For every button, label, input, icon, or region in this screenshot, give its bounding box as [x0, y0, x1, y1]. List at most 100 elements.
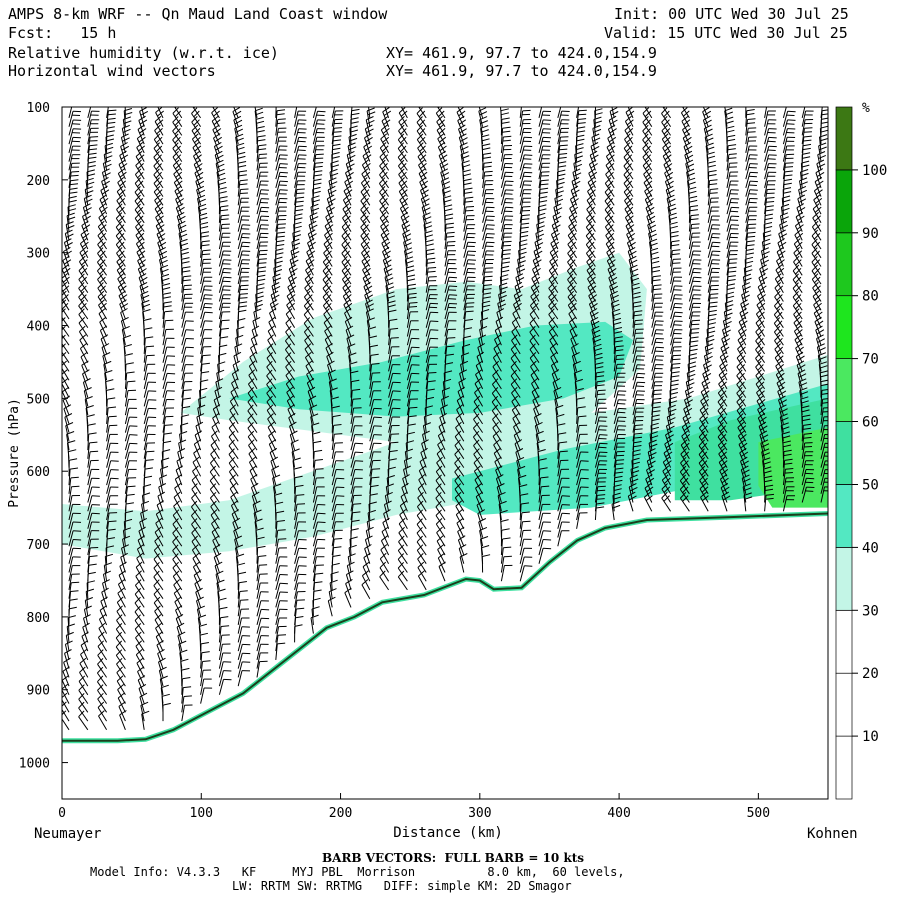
- wind-barb: [87, 161, 96, 180]
- barb-shaft: [153, 576, 164, 591]
- barb-flag: [310, 614, 319, 619]
- wind-barb: [181, 275, 192, 293]
- barb-flag: [384, 500, 392, 506]
- barb-flag: [330, 396, 339, 400]
- barb-shaft: [312, 477, 317, 494]
- barb-flag: [78, 710, 85, 718]
- barb-flag: [408, 306, 418, 308]
- wind-barb: [97, 649, 108, 669]
- barb-flag: [154, 194, 161, 201]
- wind-barb: [284, 343, 296, 363]
- barb-shaft: [135, 235, 145, 250]
- wind-barb: [218, 319, 230, 337]
- barb-flag: [118, 290, 126, 297]
- barb-shaft: [68, 154, 73, 171]
- wind-barb: [137, 124, 147, 145]
- barb-shaft: [154, 200, 164, 215]
- wind-barb: [87, 477, 100, 494]
- barb-flag: [138, 273, 147, 279]
- barb-flag: [162, 702, 171, 706]
- barb-shaft: [237, 644, 243, 661]
- wind-barb: [288, 264, 298, 285]
- barb-shaft: [117, 697, 126, 713]
- barb-flag: [364, 276, 372, 283]
- barb-flag: [158, 233, 166, 239]
- barb-shaft: [209, 497, 220, 512]
- barb-flag: [155, 163, 162, 170]
- barb-shaft: [218, 250, 224, 267]
- barb-flag: [218, 597, 227, 601]
- barb-flag: [200, 642, 209, 645]
- wind-barb: [135, 220, 145, 241]
- barb-shaft: [162, 382, 168, 398]
- barb-flag: [257, 139, 266, 142]
- barb-flag: [323, 316, 331, 324]
- barb-shaft: [275, 110, 278, 127]
- barb-flag: [223, 268, 232, 270]
- barb-flag: [234, 110, 242, 116]
- wind-barb: [117, 281, 127, 302]
- barb-shaft: [157, 107, 164, 119]
- barb-flag: [99, 241, 106, 249]
- barb-shaft: [312, 154, 317, 171]
- barb-flag: [258, 258, 267, 260]
- barb-flag: [196, 180, 205, 186]
- barb-flag: [162, 287, 171, 290]
- barb-flag: [107, 528, 116, 531]
- barb-shaft: [200, 338, 205, 355]
- barb-shaft: [425, 312, 431, 328]
- barb-shaft: [200, 670, 204, 687]
- barb-shaft: [97, 226, 108, 241]
- barb-shaft: [117, 584, 126, 599]
- barb-flag: [236, 146, 245, 151]
- barb-shaft: [143, 337, 146, 354]
- barb-shaft: [398, 121, 408, 136]
- barb-flag: [480, 536, 489, 540]
- barb-flag: [107, 397, 116, 400]
- wind-barb: [141, 299, 151, 320]
- barb-shaft: [275, 547, 280, 564]
- barb-shaft: [78, 690, 89, 704]
- barb-flag: [210, 509, 218, 516]
- barb-flag: [64, 259, 72, 265]
- barb-shaft: [400, 107, 408, 119]
- barb-flag: [342, 212, 349, 219]
- barb-flag: [175, 465, 184, 471]
- barb-flag: [382, 107, 390, 113]
- wind-barb: [155, 517, 164, 538]
- wind-barb: [96, 675, 108, 696]
- barb-flag: [297, 149, 306, 151]
- barb-flag: [483, 165, 492, 168]
- barb-flag: [145, 336, 154, 339]
- barb-shaft: [143, 416, 149, 433]
- wind-barb: [388, 381, 401, 398]
- wind-barb: [119, 561, 127, 582]
- wind-barb: [275, 642, 286, 660]
- barb-flag: [192, 544, 199, 551]
- barb-flag: [349, 125, 358, 129]
- barb-flag: [100, 334, 109, 340]
- barb-flag: [250, 474, 258, 480]
- barb-shaft: [87, 434, 90, 451]
- barb-shaft: [87, 469, 92, 486]
- barb-shaft: [397, 148, 408, 162]
- wind-barb: [218, 678, 232, 695]
- barb-flag: [120, 154, 129, 160]
- barb-flag: [351, 108, 360, 112]
- barb-flag: [379, 194, 386, 202]
- wind-barb: [398, 124, 408, 145]
- barb-flag: [179, 431, 188, 435]
- wind-barb: [218, 634, 230, 652]
- wind-barb: [211, 107, 220, 127]
- wind-barb: [406, 398, 419, 416]
- barb-shaft: [162, 364, 168, 381]
- barb-shaft: [228, 427, 239, 442]
- wind-barb: [331, 504, 345, 521]
- barb-shaft: [68, 119, 74, 136]
- wind-barb: [68, 581, 80, 599]
- barb-flag: [136, 198, 144, 205]
- barb-flag: [400, 211, 408, 218]
- barb-shaft: [81, 636, 89, 652]
- barb-shaft: [275, 600, 281, 617]
- barb-flag: [79, 246, 87, 253]
